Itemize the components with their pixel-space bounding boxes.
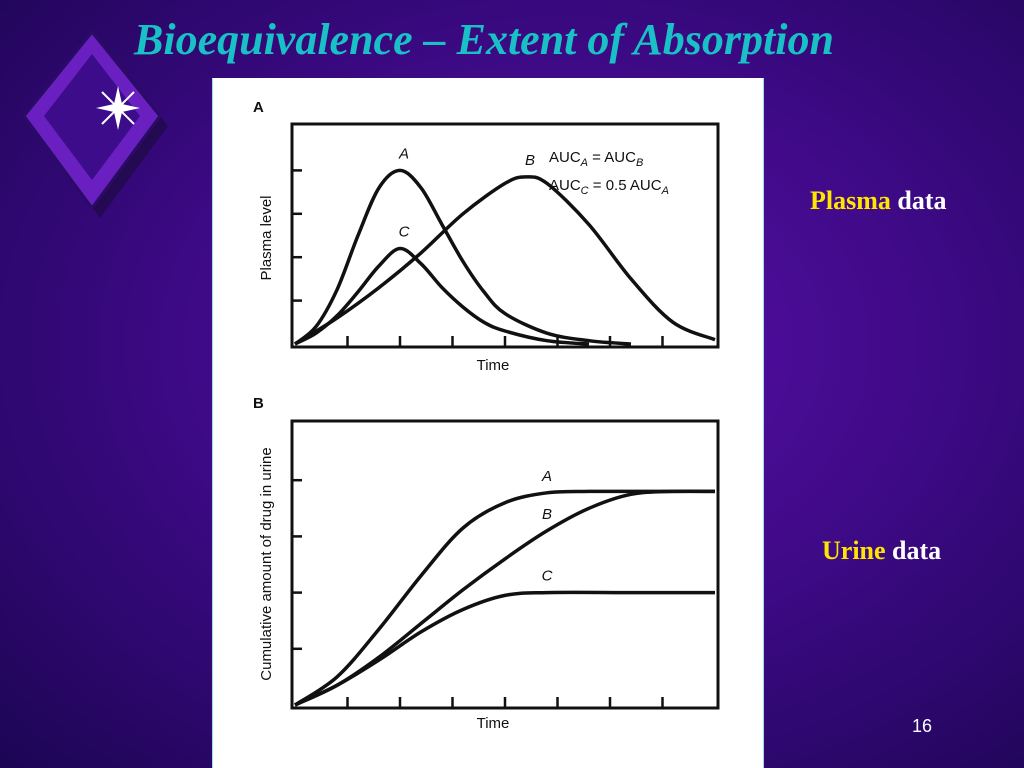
- panel-a-series-c-line: [294, 246, 590, 346]
- bioequivalence-charts: A Time Plasma level AUCA = AUCB AUCC = 0…: [253, 99, 720, 732]
- panel-a-annotation-1: AUCA = AUCB: [549, 149, 643, 169]
- panel-a-letter: A: [253, 99, 264, 116]
- urine-data-label: Urine data: [822, 536, 941, 566]
- panel-b-series-c-line: [294, 590, 716, 707]
- urine-label-highlight: Urine: [822, 536, 886, 565]
- panel-b-series-a-label: A: [541, 468, 552, 485]
- panel-b-series-b-label: B: [542, 506, 552, 523]
- panel-b-ylabel: Cumulative amount of drug in urine: [258, 447, 275, 680]
- panel-b-xlabel: Time: [477, 715, 510, 732]
- page-number: 16: [912, 716, 933, 736]
- panel-b-plot-frame: [290, 419, 720, 710]
- panel-a-series-b-line: [294, 175, 716, 346]
- panel-b-series-c-label: C: [542, 568, 553, 585]
- urine-label-rest: data: [885, 536, 942, 565]
- panel-a-xlabel: Time: [477, 357, 510, 374]
- diamond-star-logo: [22, 29, 168, 218]
- panel-b-letter: B: [253, 395, 264, 412]
- slide-title: Bioequivalence – Extent of Absorption: [134, 15, 834, 64]
- panel-b-series-a-line: [294, 489, 715, 707]
- panel-a-series-b-label: B: [525, 152, 535, 169]
- panel-a: A Time Plasma level AUCA = AUCB AUCC = 0…: [253, 99, 720, 374]
- plasma-label-rest: data: [890, 186, 947, 215]
- panel-a-series-a-label: A: [398, 145, 409, 162]
- panel-a-ylabel: Plasma level: [258, 195, 275, 280]
- plasma-label-highlight: Plasma: [810, 186, 891, 215]
- panel-a-series-c-label: C: [399, 224, 410, 241]
- plasma-data-label: Plasma data: [810, 186, 947, 216]
- panel-a-series-a-line: [293, 168, 632, 346]
- panel-a-annotation-2: AUCC = 0.5 AUCA: [549, 177, 669, 197]
- figure-panel: A Time Plasma level AUCA = AUCB AUCC = 0…: [212, 78, 764, 768]
- panel-b: B Time Cumulative amount of drug in urin…: [253, 395, 720, 732]
